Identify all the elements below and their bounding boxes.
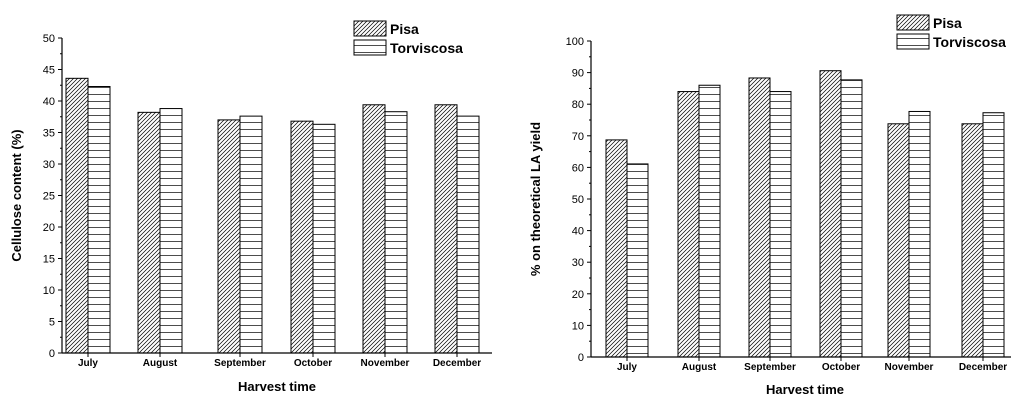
x-tick-label: October [822, 362, 860, 373]
y-tick-label: 20 [572, 289, 584, 301]
bar-torviscosa-september [769, 91, 792, 358]
legend-swatch-torviscosa [896, 33, 930, 50]
y-tick-label: 0 [578, 352, 584, 364]
y-axis-title: % on theoretical LA yield [528, 122, 543, 276]
x-tick-label: December [433, 358, 481, 369]
bar-pisa-october [290, 120, 314, 354]
bar-pisa-october [819, 70, 842, 358]
bar-torviscosa-october [312, 123, 336, 354]
y-axis-title: Cellulose content (%) [9, 129, 24, 261]
x-tick-label: August [143, 358, 178, 369]
bar-torviscosa-october [840, 79, 863, 358]
y-tick-label: 70 [572, 131, 584, 143]
x-tick-label: September [214, 358, 266, 369]
bar-pisa-november [362, 104, 386, 354]
y-tick-label: 30 [43, 159, 55, 171]
y-tick-label: 20 [43, 222, 55, 234]
legend-label-pisa: Pisa [390, 21, 419, 37]
bar-torviscosa-august [698, 84, 721, 358]
y-tick-label: 5 [49, 317, 55, 329]
bar-torviscosa-august [159, 108, 183, 354]
y-tick-label: 90 [572, 68, 584, 80]
x-tick-label: December [959, 362, 1007, 373]
bar-pisa-november [887, 123, 910, 358]
x-tick-label: August [682, 362, 717, 373]
bar-torviscosa-july [626, 163, 649, 358]
legend-label-pisa: Pisa [933, 15, 962, 31]
legend-swatch-pisa [896, 14, 930, 31]
legend-swatch-torviscosa [353, 39, 387, 56]
y-tick-label: 50 [43, 33, 55, 45]
y-tick-label: 25 [43, 191, 55, 203]
bar-torviscosa-july [87, 86, 111, 354]
y-tick-label: 40 [43, 96, 55, 108]
x-tick-label: September [744, 362, 796, 373]
x-tick-label: November [885, 362, 934, 373]
y-tick-label: 40 [572, 226, 584, 238]
bar-torviscosa-december [982, 112, 1005, 358]
legend-label-torviscosa: Torviscosa [933, 34, 1006, 50]
x-tick-label: November [361, 358, 410, 369]
y-tick-label: 80 [572, 99, 584, 111]
y-tick-label: 15 [43, 254, 55, 266]
x-axis-title: Harvest time [238, 379, 316, 394]
y-tick-label: 30 [572, 257, 584, 269]
bar-torviscosa-december [456, 115, 480, 354]
x-tick-label: July [617, 362, 637, 373]
bar-pisa-august [677, 91, 700, 358]
y-tick-label: 0 [49, 348, 55, 360]
bar-torviscosa-september [239, 115, 263, 354]
bar-pisa-july [65, 77, 89, 354]
y-tick-label: 100 [566, 36, 584, 48]
y-tick-label: 50 [572, 194, 584, 206]
bar-pisa-september [217, 119, 241, 354]
x-tick-label: October [294, 358, 332, 369]
bar-pisa-december [434, 104, 458, 354]
y-tick-label: 45 [43, 65, 55, 77]
legend-label-torviscosa: Torviscosa [390, 40, 463, 56]
la-yield-chart: 0 10 20 30 40 50 60 70 80 90 100 July August Septembe… [528, 14, 1011, 396]
bar-pisa-december [961, 123, 984, 358]
bar-torviscosa-november [908, 110, 931, 358]
x-tick-label: July [78, 358, 98, 369]
y-tick-label: 60 [572, 162, 584, 174]
bar-pisa-august [137, 111, 161, 354]
legend-swatch-pisa [353, 20, 387, 37]
bar-torviscosa-november [384, 111, 408, 354]
bar-pisa-july [605, 139, 628, 358]
bar-pisa-september [748, 77, 771, 358]
cellulose-content-chart: 0 5 10 15 20 25 30 35 40 45 50 July August September O… [9, 20, 492, 394]
y-tick-label: 10 [43, 285, 55, 297]
y-tick-label: 10 [572, 320, 584, 332]
x-axis-title: Harvest time [766, 382, 844, 396]
y-tick-label: 35 [43, 128, 55, 140]
